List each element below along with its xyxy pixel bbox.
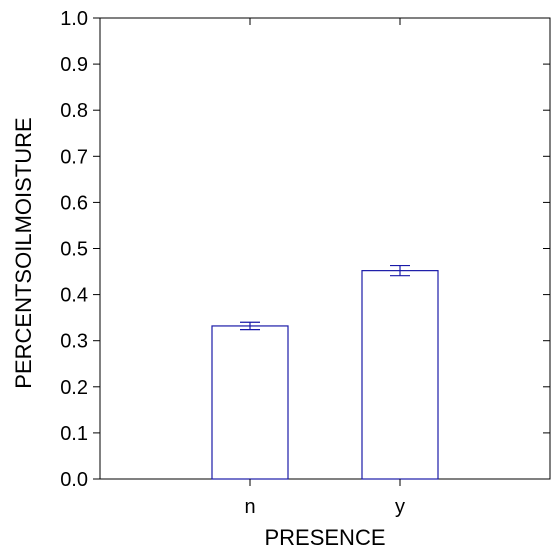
y-tick-label: 0.5: [60, 239, 88, 261]
bar-n: [211, 325, 289, 480]
x-axis-label: PRESENCE: [264, 525, 385, 550]
y-tick-label: 0.1: [60, 423, 88, 445]
y-tick-label: 0.7: [60, 146, 88, 168]
y-tick-label: 0.3: [60, 331, 88, 353]
y-tick-label: 0.9: [60, 54, 88, 76]
y-axis-ticks: 0.0 0.1 0.2 0.3 0.4 0.5 0.6 0.7 0.8 0.9 1.0: [60, 8, 550, 491]
x-tick-label: y: [395, 496, 405, 518]
y-tick-label: 0.6: [60, 192, 88, 214]
y-tick-label: 0.0: [60, 469, 88, 491]
bars: [211, 264, 439, 480]
y-tick-label: 0.8: [60, 100, 88, 122]
x-tick-label: n: [244, 496, 255, 518]
bar-y: [361, 270, 439, 480]
plot-frame: [99, 17, 551, 480]
y-tick-label: 1.0: [60, 8, 88, 30]
y-axis-label: PERCENTSOILMOISTURE: [11, 117, 36, 388]
y-tick-label: 0.2: [60, 377, 88, 399]
y-tick-label: 0.4: [60, 285, 88, 307]
